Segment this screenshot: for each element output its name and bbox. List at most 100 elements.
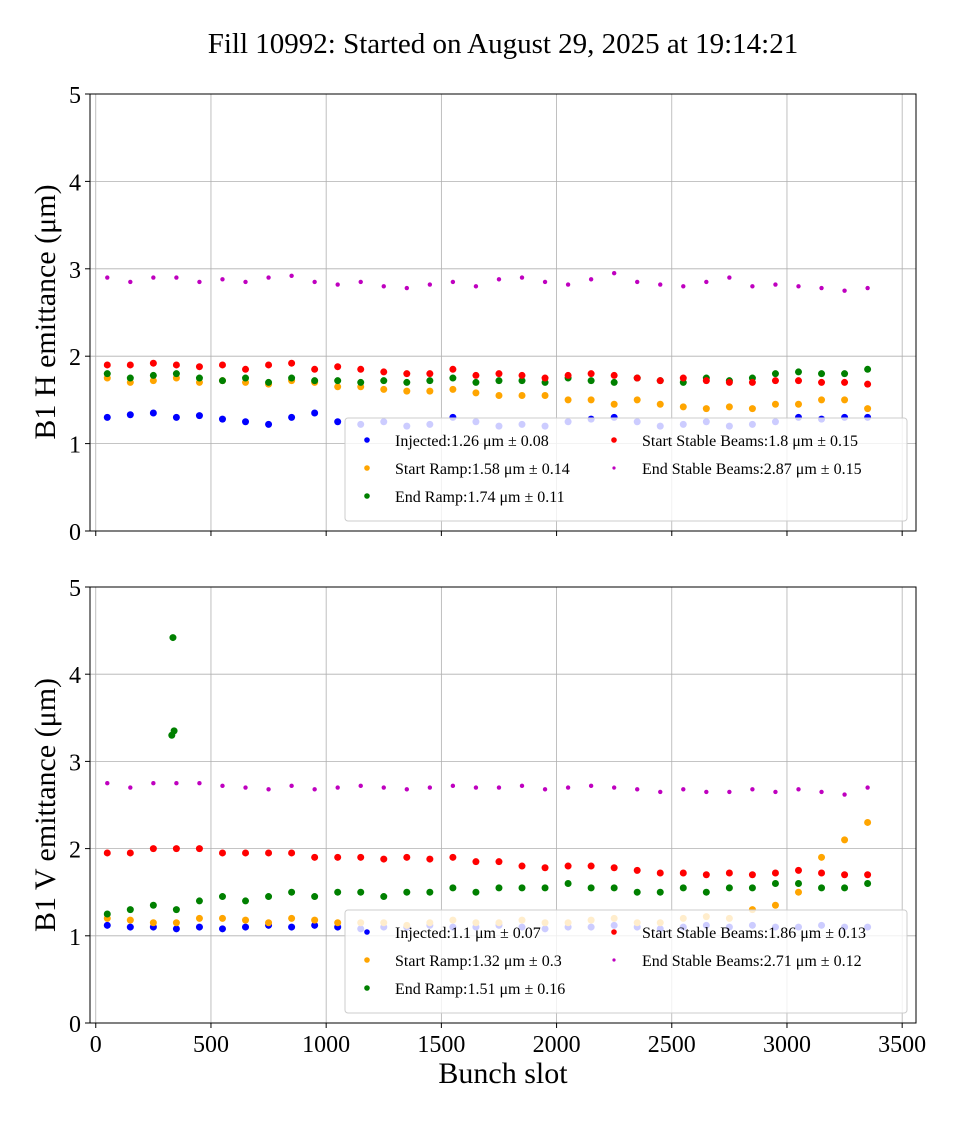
data-point-start-stable-beams	[126, 361, 134, 369]
data-point-end-ramp	[610, 884, 618, 892]
data-point-end-stable-beams	[681, 787, 686, 792]
data-point-start-stable-beams	[172, 845, 180, 853]
data-point-start-stable-beams	[702, 871, 710, 879]
data-point-end-stable-beams	[128, 279, 133, 285]
data-point-start-stable-beams	[195, 363, 203, 371]
data-point-injected	[311, 921, 319, 929]
data-point-outlier	[170, 727, 178, 735]
data-point-end-ramp	[748, 884, 756, 892]
data-point-end-stable-beams	[658, 282, 663, 287]
data-point-end-ramp	[126, 374, 134, 382]
data-point-end-stable-beams	[243, 785, 248, 790]
data-point-start-stable-beams	[841, 871, 849, 879]
data-point-start-ramp	[149, 377, 157, 385]
data-point-end-stable-beams	[865, 285, 870, 291]
legend-marker	[364, 985, 370, 991]
data-point-start-stable-beams	[403, 853, 411, 861]
data-point-start-stable-beams	[564, 371, 572, 379]
legend-entry: End Ramp:1.51 μm ± 0.16	[395, 981, 565, 998]
data-point-start-stable-beams	[725, 869, 733, 877]
legend-entry: Injected:1.1 μm ± 0.07	[395, 925, 541, 942]
data-point-end-stable-beams	[635, 787, 640, 792]
data-point-end-stable-beams	[381, 284, 386, 289]
data-point-end-ramp	[380, 893, 388, 901]
data-point-end-stable-beams	[450, 279, 456, 285]
data-point-end-ramp	[403, 888, 411, 896]
data-point-start-stable-beams	[288, 359, 296, 367]
data-point-end-ramp	[195, 374, 203, 382]
x-tick-label: 1500	[417, 1032, 465, 1058]
data-point-start-stable-beams	[403, 370, 411, 378]
data-point-end-stable-beams	[450, 783, 456, 789]
data-point-injected	[126, 411, 134, 419]
data-point-end-stable-beams	[312, 279, 317, 285]
legend-entry: Start Stable Beams:1.86 μm ± 0.13	[642, 925, 866, 942]
data-point-end-stable-beams	[842, 288, 847, 293]
data-point-end-ramp	[426, 377, 434, 385]
data-point-start-stable-beams	[610, 864, 618, 872]
data-point-start-stable-beams	[748, 871, 756, 879]
data-point-start-stable-beams	[242, 365, 250, 373]
data-point-end-stable-beams	[404, 285, 410, 291]
panel-vertical: B1 V emittance (μm) Bunch slot 0 500 1000 1…	[29, 576, 926, 1090]
y-tick-label: 5	[69, 83, 81, 109]
data-point-start-ramp	[541, 392, 549, 400]
data-point-injected	[103, 413, 111, 421]
data-point-end-stable-beams	[773, 789, 778, 795]
data-point-end-ramp	[771, 879, 779, 887]
chart-title: Fill 10992: Started on August 29, 2025 a…	[208, 28, 798, 60]
legend-marker	[611, 929, 617, 935]
y-tick-label: 2	[69, 838, 81, 864]
data-point-start-ramp	[610, 400, 618, 408]
data-point-end-ramp	[518, 377, 526, 385]
data-point-start-ramp	[725, 403, 733, 411]
data-point-start-ramp	[864, 405, 872, 413]
data-point-end-stable-beams	[335, 282, 340, 287]
data-point-injected	[103, 921, 111, 929]
data-point-injected	[172, 413, 180, 421]
data-point-end-stable-beams	[473, 284, 479, 289]
data-point-end-stable-beams	[635, 279, 640, 285]
data-point-end-ramp	[334, 377, 342, 385]
data-point-end-stable-beams	[289, 273, 294, 278]
data-point-injected	[218, 925, 226, 933]
data-point-start-stable-beams	[841, 378, 849, 386]
data-point-injected	[242, 418, 250, 426]
data-point-end-stable-beams	[473, 785, 479, 790]
data-point-start-stable-beams	[495, 858, 503, 866]
data-point-end-stable-beams	[174, 781, 179, 786]
x-tick-label: 1000	[302, 1032, 350, 1058]
data-point-end-stable-beams	[358, 783, 363, 789]
x-tick-label: 0	[90, 1032, 102, 1058]
data-point-end-ramp	[633, 888, 641, 896]
legend-entry: End Stable Beams:2.71 μm ± 0.12	[642, 953, 862, 970]
data-point-end-stable-beams	[819, 789, 824, 795]
x-tick-label: 500	[193, 1032, 229, 1058]
y-tick-label: 4	[69, 663, 81, 689]
data-point-end-ramp	[265, 893, 273, 901]
data-point-start-ramp	[633, 396, 641, 404]
data-point-end-stable-beams	[151, 275, 156, 280]
data-point-start-stable-beams	[633, 374, 641, 382]
data-point-end-ramp	[449, 884, 457, 892]
data-point-end-stable-beams	[404, 787, 410, 792]
data-point-start-stable-beams	[541, 864, 549, 872]
legend-entry: Start Stable Beams:1.8 μm ± 0.15	[642, 433, 858, 450]
data-point-injected	[195, 412, 203, 420]
data-point-end-stable-beams	[174, 275, 179, 280]
data-point-end-ramp	[426, 888, 434, 896]
data-point-start-ramp	[518, 392, 526, 400]
data-point-end-stable-beams	[727, 789, 732, 795]
data-point-end-stable-beams	[611, 270, 617, 276]
data-point-end-ramp	[149, 371, 157, 379]
data-point-injected	[288, 923, 296, 931]
data-point-start-ramp	[195, 914, 203, 922]
data-point-start-stable-beams	[679, 374, 687, 382]
data-point-start-stable-beams	[195, 845, 203, 853]
data-point-end-stable-beams	[681, 284, 686, 289]
data-point-start-ramp	[380, 385, 388, 393]
data-point-start-stable-beams	[633, 866, 641, 874]
data-point-end-stable-beams	[750, 284, 755, 289]
x-tick-label: 2500	[648, 1032, 696, 1058]
data-point-start-ramp	[472, 389, 480, 397]
